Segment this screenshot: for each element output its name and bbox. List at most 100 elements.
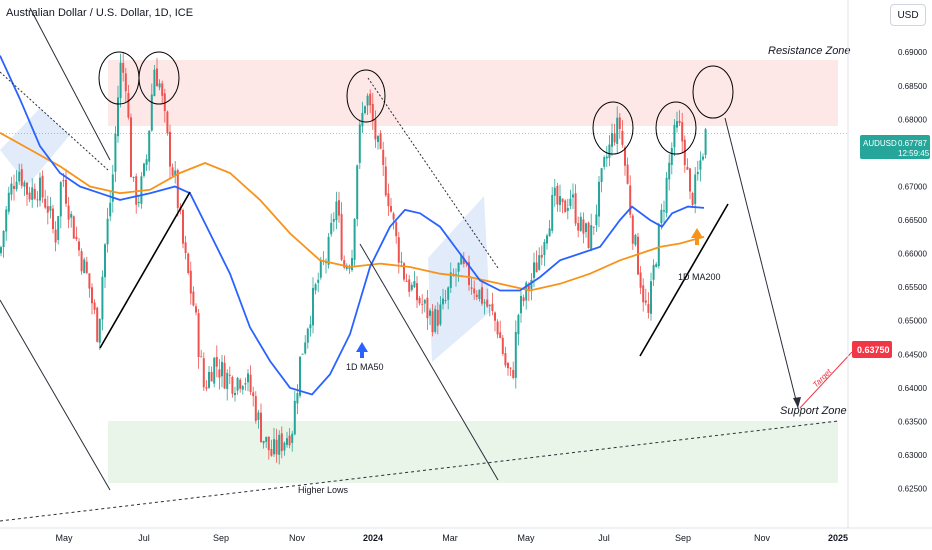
candle-body	[416, 283, 418, 301]
x-tick-label: Jul	[138, 533, 150, 543]
candle-body	[111, 174, 114, 202]
candle-body	[228, 374, 231, 376]
candle-body	[356, 165, 359, 220]
candle-body	[301, 353, 304, 355]
y-tick-label: 0.64000	[898, 384, 927, 393]
candle-body	[496, 321, 499, 335]
candle-body	[338, 200, 340, 216]
candle-body	[192, 291, 195, 306]
candle-body	[608, 144, 611, 158]
candle-body	[267, 436, 270, 451]
candle-body	[434, 308, 437, 332]
candle-body	[574, 193, 577, 224]
candle-body	[244, 383, 247, 385]
candle-body	[403, 263, 405, 280]
candle-body	[540, 254, 543, 258]
candle-body	[52, 208, 54, 230]
candles	[0, 52, 707, 465]
candle-body	[548, 228, 551, 237]
candle-body	[527, 285, 530, 291]
candle-body	[650, 281, 652, 314]
candle-body	[670, 147, 673, 165]
candle-body	[330, 222, 333, 235]
candle-body	[117, 97, 119, 137]
candle-body	[39, 177, 41, 201]
candle-body	[257, 412, 260, 420]
candle-body	[15, 181, 18, 190]
candle-body	[569, 198, 572, 206]
candle-body	[600, 168, 603, 183]
candle-body	[551, 195, 554, 231]
candle-body	[436, 309, 439, 326]
candle-body	[332, 219, 335, 222]
candle-body	[361, 112, 364, 127]
candle-body	[213, 357, 216, 384]
ma200-arrow-icon	[691, 228, 703, 245]
flag-shade-1	[0, 108, 70, 185]
support-trendline-2	[639, 203, 729, 357]
candle-body	[512, 369, 515, 378]
candle-body	[694, 174, 697, 205]
candle-body	[377, 136, 379, 143]
candle-body	[122, 62, 125, 73]
x-axis[interactable]: May Jul Sep Nov 2024 Mar May Jul Sep Nov 2025	[55, 533, 848, 543]
projection-arrow	[724, 117, 799, 409]
y-tick-label: 0.68500	[898, 82, 927, 91]
candle-body	[452, 273, 455, 275]
candle-body	[577, 223, 580, 231]
candle-body	[429, 310, 431, 316]
candle-body	[10, 183, 13, 195]
resistance-zone-label: Resistance Zone	[768, 45, 851, 57]
candle-body	[668, 162, 671, 180]
price-tag-countdown: 12:59:45	[898, 149, 930, 158]
candle-body	[509, 367, 512, 369]
candle-body	[62, 180, 65, 182]
candle-body	[462, 257, 465, 264]
candle-body	[379, 133, 382, 149]
candle-body	[592, 226, 595, 228]
candle-body	[23, 182, 26, 187]
candle-body	[124, 73, 127, 92]
target-price-tag: 0.63750	[852, 341, 892, 358]
candle-body	[33, 188, 36, 199]
price-tag-symbol: AUDUSD	[863, 139, 897, 148]
candle-body	[553, 187, 556, 196]
candle-body	[59, 182, 62, 217]
candle-body	[234, 392, 236, 396]
candle-body	[91, 287, 93, 304]
ma50-line	[0, 55, 705, 396]
price-tag: AUDUSD 0.67787 12:59:45	[860, 135, 930, 159]
y-tick-label: 0.62500	[898, 485, 927, 494]
candle-body	[696, 172, 699, 175]
channel-line-lower	[0, 299, 111, 491]
candle-body	[410, 284, 413, 290]
candle-body	[611, 132, 613, 147]
candle-body	[41, 175, 44, 198]
currency-button[interactable]: USD	[890, 4, 926, 26]
candle-body	[143, 163, 145, 176]
candle-body	[85, 261, 88, 273]
candle-body	[460, 255, 463, 265]
candle-body	[566, 207, 569, 211]
candle-body	[561, 198, 564, 202]
candle-body	[405, 280, 408, 282]
candle-body	[20, 169, 23, 186]
candle-body	[2, 231, 5, 248]
candle-body	[556, 185, 559, 205]
candle-body	[221, 361, 223, 377]
candle-body	[299, 356, 301, 396]
candle-body	[390, 206, 392, 212]
candle-body	[137, 202, 140, 204]
candle-body	[236, 377, 239, 391]
candle-body	[197, 313, 200, 357]
candle-body	[538, 255, 541, 270]
candle-body	[65, 179, 67, 204]
candle-body	[665, 177, 668, 213]
candle-body	[174, 170, 177, 176]
candle-body	[590, 225, 593, 250]
candle-body	[374, 119, 377, 140]
candle-body	[564, 200, 567, 213]
x-tick-label: Sep	[675, 533, 691, 543]
candle-body	[491, 303, 494, 312]
